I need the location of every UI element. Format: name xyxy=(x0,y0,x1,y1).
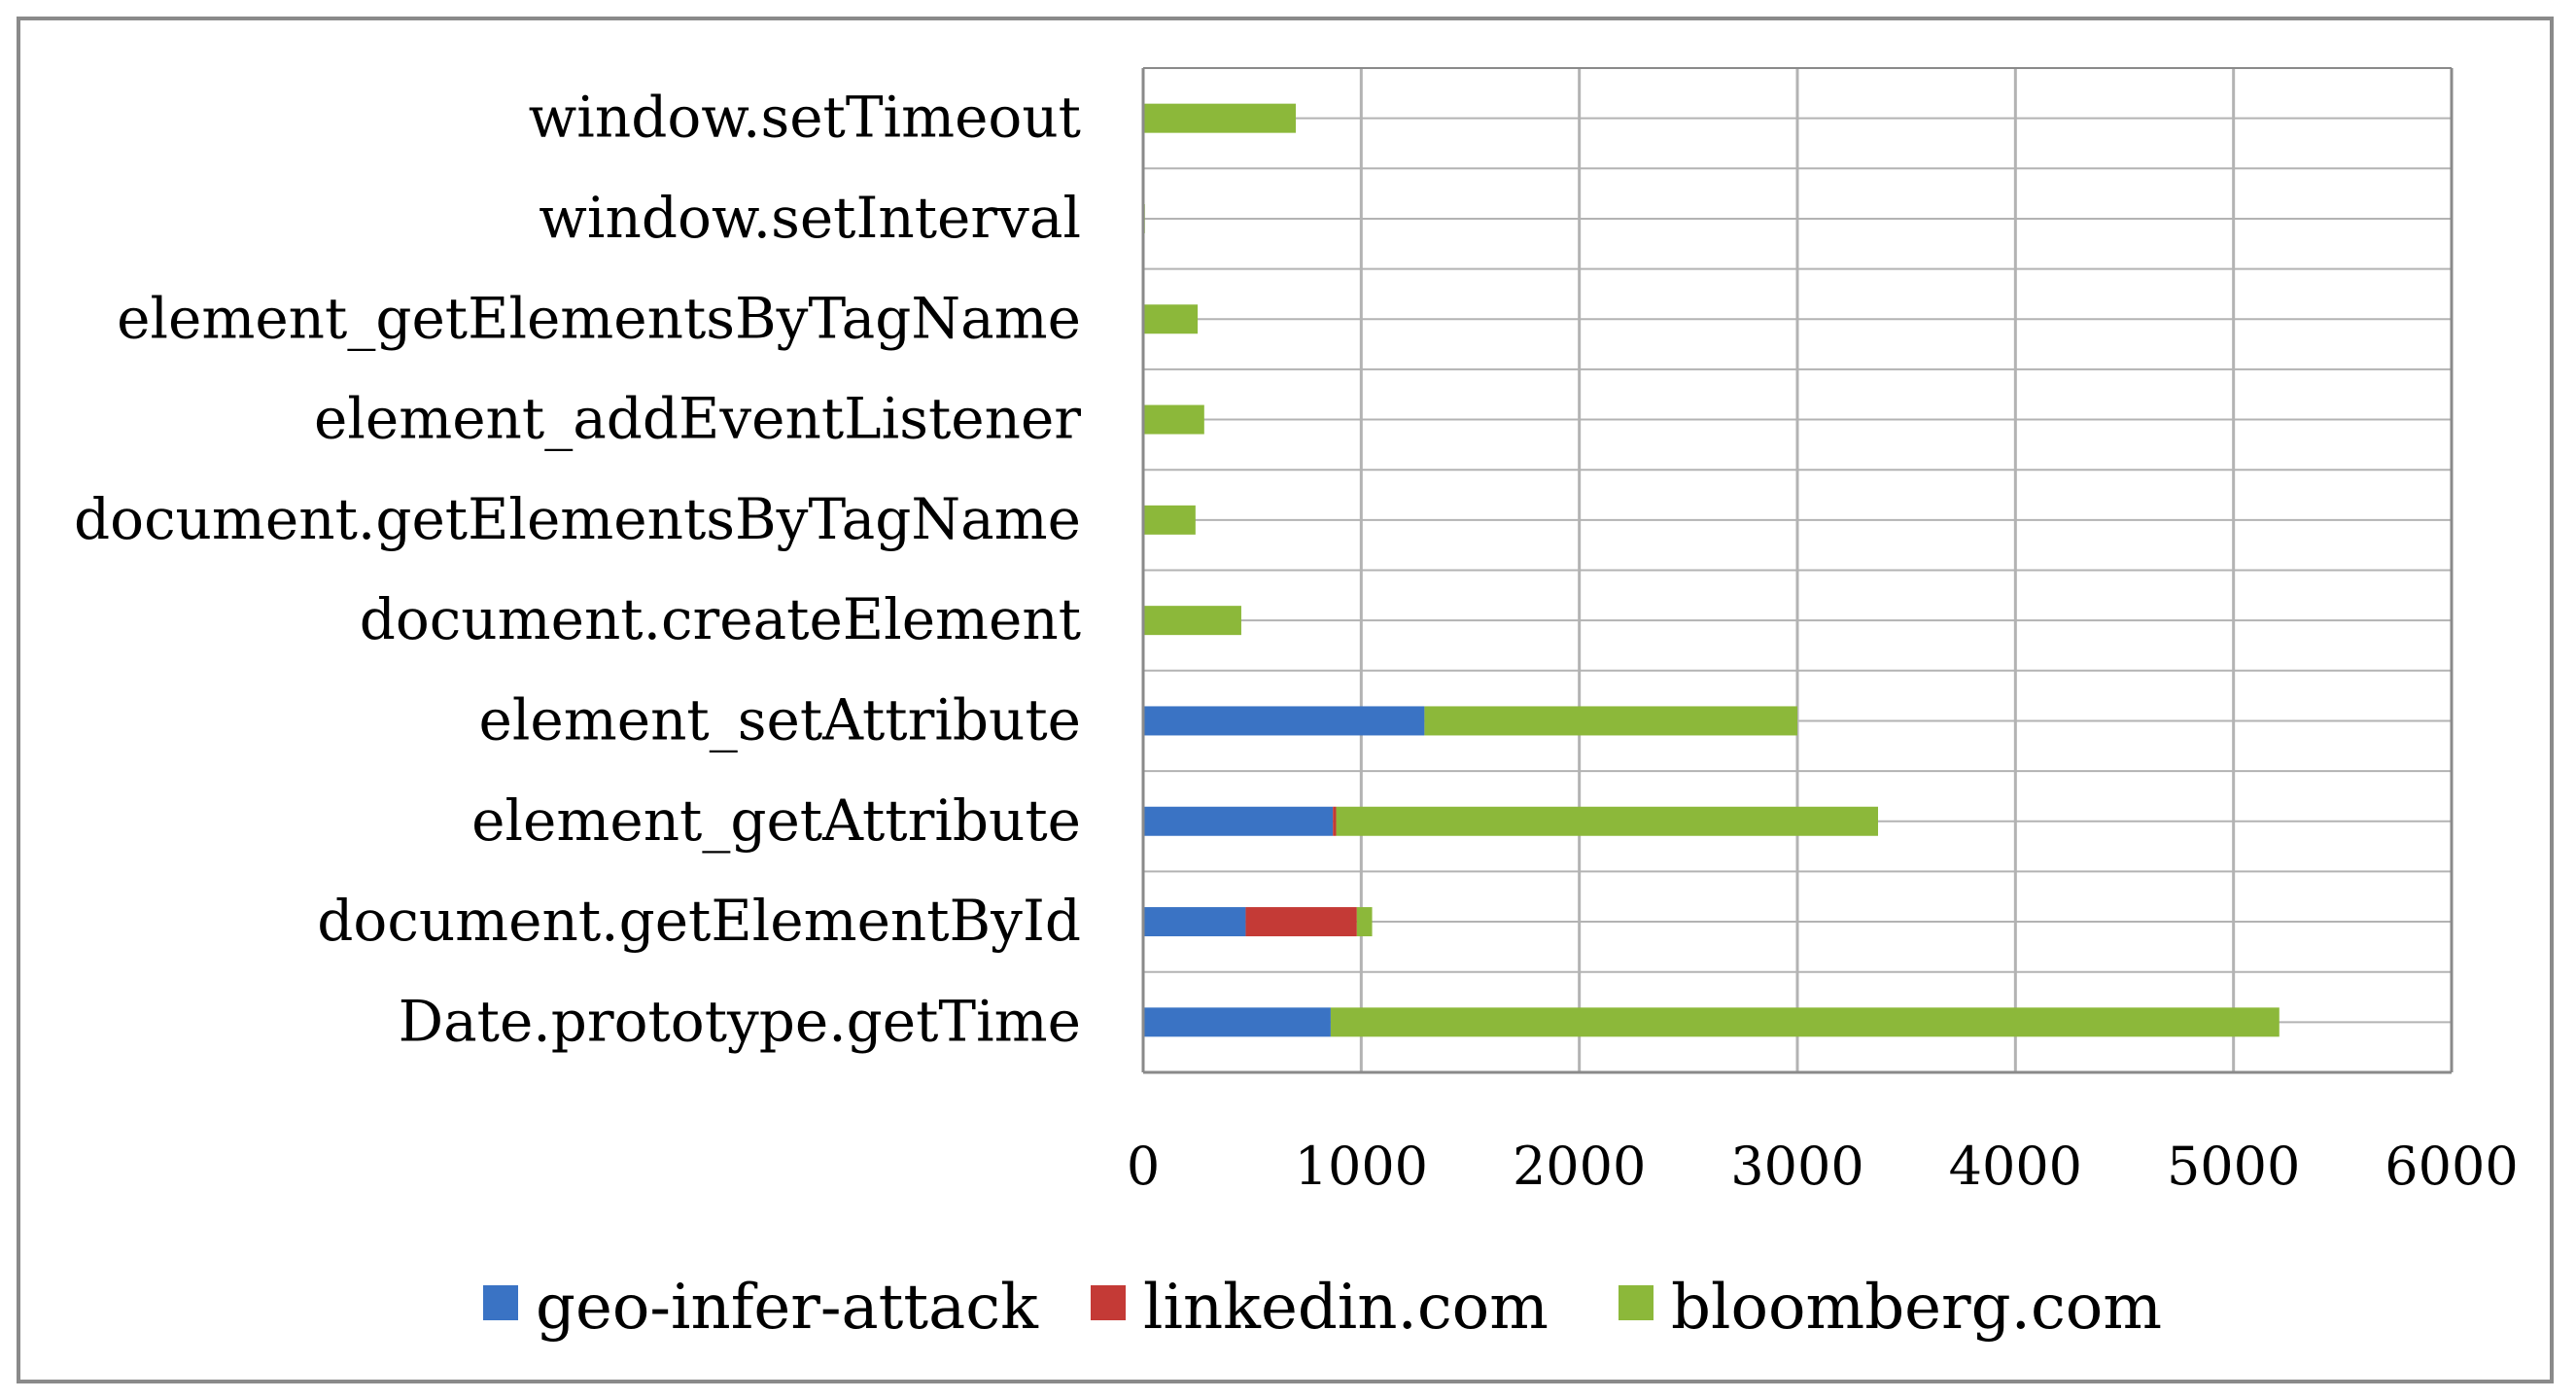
legend: geo-infer-attack linkedin.com bloomberg.co… xyxy=(483,1272,2162,1344)
category-labels: window.setTimeout window.setInterval eleme… xyxy=(74,85,1081,1055)
bar-segment-geo-infer-attack xyxy=(1143,806,1334,836)
bars xyxy=(1143,103,2280,1037)
bar-segment-linkedin-com xyxy=(1245,907,1357,937)
category-label: element_addEventListener xyxy=(314,386,1081,452)
bar-segment-bloomberg-com xyxy=(1330,1007,2280,1037)
legend-swatch xyxy=(1091,1285,1126,1320)
legend-label: bloomberg.com xyxy=(1671,1272,2162,1344)
category-label: element_getElementsByTagName xyxy=(117,285,1081,351)
category-label: document.createElement xyxy=(360,586,1081,652)
x-tick-label: 2000 xyxy=(1513,1136,1646,1197)
bar-segment-geo-infer-attack xyxy=(1143,907,1246,937)
category-label: window.setTimeout xyxy=(529,85,1081,151)
x-tick-label: 6000 xyxy=(2385,1136,2518,1197)
bar-segment-bloomberg-com xyxy=(1356,907,1373,937)
bar-segment-linkedin-com xyxy=(1333,806,1337,836)
x-tick-label: 5000 xyxy=(2167,1136,2300,1197)
x-tick-label: 4000 xyxy=(1949,1136,2082,1197)
bar-segment-bloomberg-com xyxy=(1143,505,1196,535)
axes xyxy=(1141,67,2454,1074)
x-tick-label: 3000 xyxy=(1730,1136,1863,1197)
legend-label: linkedin.com xyxy=(1143,1272,1549,1344)
bar-segment-bloomberg-com xyxy=(1143,103,1297,133)
bar-segment-bloomberg-com xyxy=(1424,706,1797,736)
category-label: element_setAttribute xyxy=(479,686,1081,752)
bar-segment-bloomberg-com xyxy=(1143,404,1204,435)
x-tick-labels: 0 1000 2000 3000 4000 5000 6000 xyxy=(1127,1136,2519,1197)
category-label: element_getAttribute xyxy=(471,788,1081,854)
x-tick-label: 1000 xyxy=(1295,1136,1428,1197)
legend-swatch xyxy=(1619,1285,1654,1320)
category-label: document.getElementById xyxy=(317,888,1081,954)
bar-segment-bloomberg-com xyxy=(1143,304,1199,334)
x-tick-label: 0 xyxy=(1127,1136,1160,1197)
bar-segment-geo-infer-attack xyxy=(1143,1007,1331,1037)
legend-label: geo-infer-attack xyxy=(536,1272,1039,1344)
category-label: window.setInterval xyxy=(539,185,1081,251)
legend-swatch xyxy=(483,1285,518,1320)
bar-segment-bloomberg-com xyxy=(1143,606,1241,636)
category-label: document.getElementsByTagName xyxy=(74,486,1081,552)
bar-segment-bloomberg-com xyxy=(1336,806,1879,836)
bar-segment-geo-infer-attack xyxy=(1143,706,1425,736)
category-label: Date.prototype.getTime xyxy=(399,988,1081,1054)
